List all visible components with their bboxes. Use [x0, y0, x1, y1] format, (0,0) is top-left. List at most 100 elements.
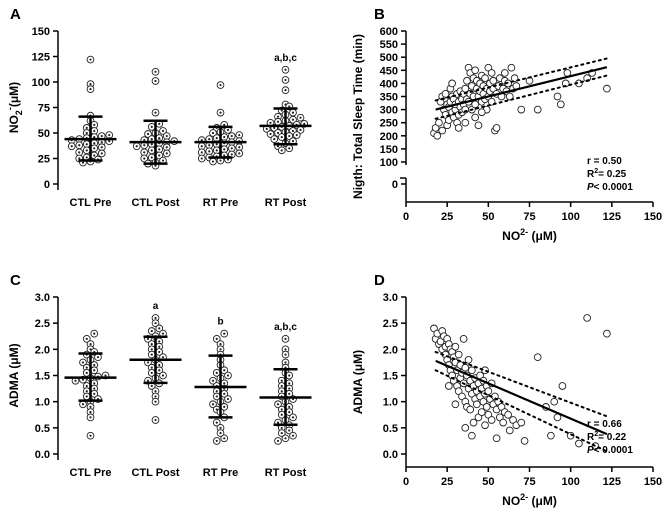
data-point	[517, 105, 526, 114]
data-point-center	[93, 363, 96, 367]
x-tick-label: 150	[644, 211, 662, 223]
stat-r2-sup: 2	[594, 431, 598, 438]
data-point-center	[288, 147, 291, 150]
data-point-center	[154, 111, 157, 114]
data-point	[463, 76, 471, 85]
x-axis-title-unit: (μM)	[528, 494, 557, 508]
data-point-center	[150, 366, 153, 369]
data-point	[461, 363, 470, 372]
data-point-center	[223, 154, 226, 157]
data-point-center	[276, 145, 280, 148]
category-label: CTL Post	[131, 197, 179, 209]
x-tick-label: 0	[403, 476, 409, 488]
data-point-center	[230, 134, 233, 138]
data-point	[444, 382, 453, 390]
y-tick-label: 3.0	[35, 292, 50, 304]
data-point-center	[78, 144, 81, 147]
data-point-center	[143, 139, 146, 142]
data-point-center	[208, 138, 211, 141]
data-point-center	[150, 149, 153, 152]
data-point	[469, 418, 478, 427]
data-point	[482, 403, 491, 411]
data-point-center	[85, 143, 88, 146]
data-point-center	[108, 133, 111, 137]
y-tick-label: 3.0	[383, 292, 398, 304]
data-point	[504, 410, 512, 419]
y-tick-label: 1.5	[35, 371, 50, 383]
data-point-center	[219, 431, 222, 435]
data-point-center	[226, 128, 230, 132]
data-point	[500, 69, 509, 77]
data-point-center	[276, 115, 280, 118]
data-point	[499, 418, 508, 427]
y-tick-label: 500	[380, 52, 398, 64]
data-point-center	[280, 426, 283, 429]
x-tick-label: 150	[644, 476, 662, 488]
data-point-center	[154, 390, 157, 393]
data-point-center	[150, 125, 153, 128]
data-point-center	[154, 164, 157, 167]
data-point-center	[303, 122, 306, 125]
panel-label: B	[374, 6, 385, 23]
data-point-center	[150, 143, 153, 146]
data-point	[441, 90, 450, 98]
stat-p: P< 0.0001	[587, 445, 633, 456]
data-point	[451, 342, 460, 351]
data-point-center	[211, 160, 215, 163]
data-point	[472, 400, 481, 409]
data-point-center	[226, 374, 230, 377]
data-point-center	[288, 405, 291, 408]
data-point-center	[100, 152, 103, 155]
data-point	[556, 100, 565, 109]
data-point-center	[89, 58, 92, 61]
data-point-center	[219, 348, 222, 351]
data-point-center	[146, 337, 150, 340]
y-tick-label: 550	[380, 39, 398, 51]
data-point	[481, 421, 489, 430]
data-point-center	[215, 395, 218, 398]
data-point	[468, 431, 476, 440]
data-point-center	[81, 378, 85, 381]
x-axis-title: NO2- (μM)	[502, 492, 557, 508]
data-point	[575, 439, 583, 448]
data-point	[533, 353, 542, 362]
stat-r2-value: = 0.25	[598, 169, 627, 180]
data-point-center	[223, 135, 226, 139]
data-point-center	[291, 416, 295, 419]
data-point-center	[238, 152, 241, 155]
data-point	[461, 84, 470, 93]
data-point	[533, 105, 542, 114]
y-tick-label: 1.0	[35, 397, 50, 409]
data-point-center	[143, 151, 146, 154]
data-point-center	[288, 374, 291, 377]
data-point-center	[226, 158, 230, 161]
data-point-center	[208, 144, 211, 147]
data-point-center	[284, 353, 287, 356]
data-point-center	[89, 343, 92, 346]
data-point	[520, 437, 529, 445]
data-point-center	[154, 70, 157, 73]
data-point-center	[165, 146, 168, 149]
data-point-center	[108, 140, 111, 143]
panel-label: D	[374, 272, 385, 289]
x-tick-label: 0	[403, 211, 409, 223]
data-point	[454, 350, 463, 359]
data-point	[583, 314, 591, 322]
data-point-center	[215, 390, 218, 393]
data-point-center	[291, 118, 295, 121]
data-point	[459, 335, 468, 343]
data-point-center	[100, 146, 103, 149]
data-point	[477, 408, 486, 416]
stat-p-main: P	[587, 445, 594, 456]
data-point-center	[70, 145, 73, 148]
data-point-center	[93, 382, 96, 385]
data-point-center	[226, 397, 230, 401]
fit-line	[435, 66, 608, 111]
data-point-center	[280, 379, 283, 382]
data-point-center	[223, 332, 226, 335]
data-point	[492, 434, 501, 443]
data-point-center	[291, 434, 295, 437]
y-tick-label: 350	[380, 92, 398, 104]
data-point-center	[200, 157, 203, 160]
data-point-center	[135, 145, 138, 148]
